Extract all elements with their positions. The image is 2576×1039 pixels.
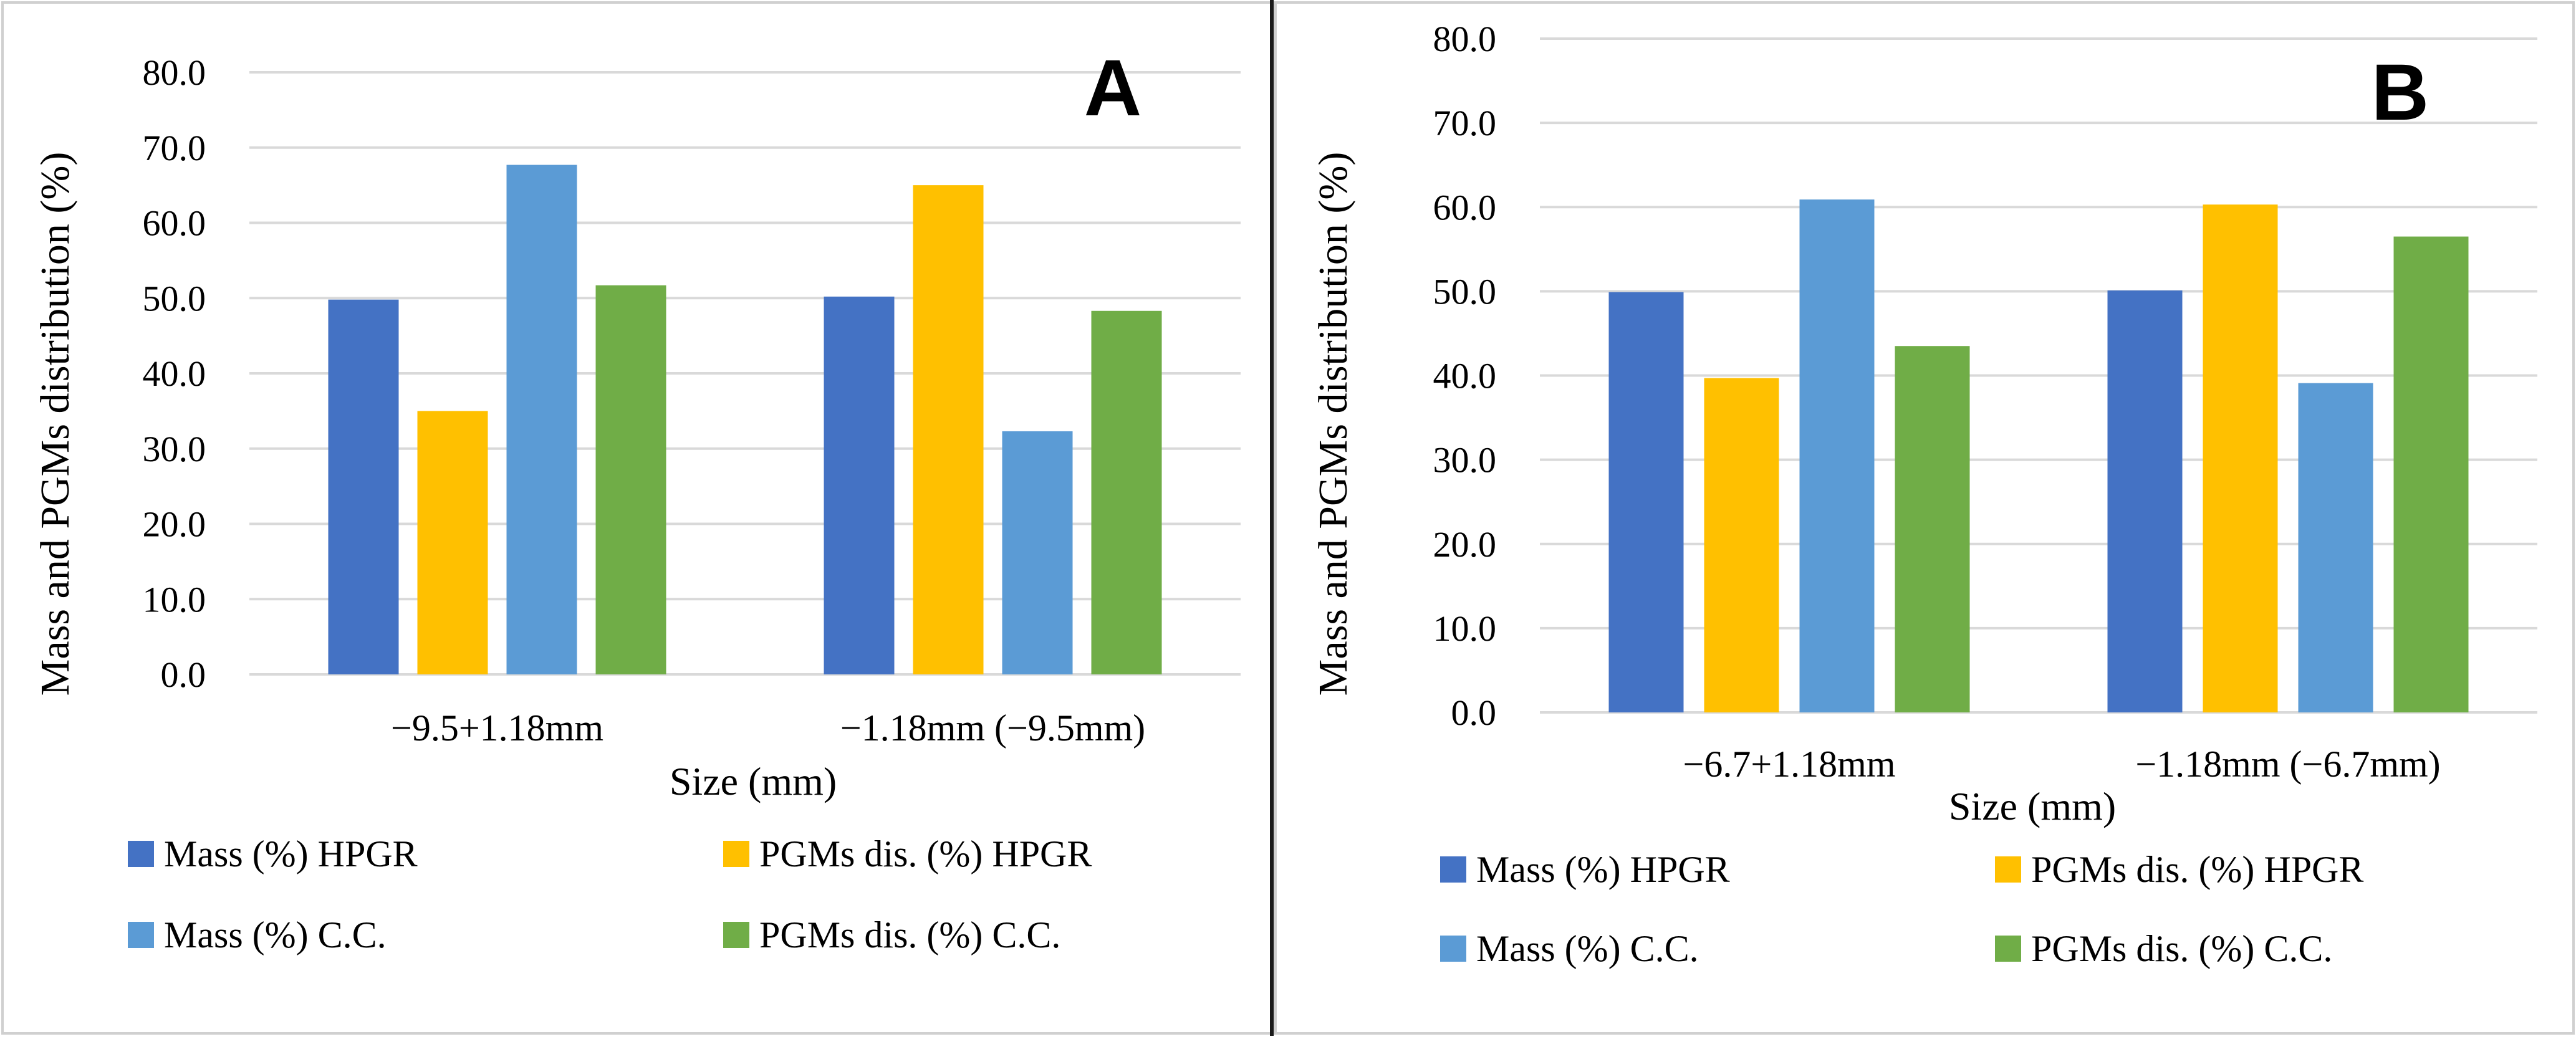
legend-swatch (1995, 856, 2021, 883)
y-tick-label: 80.0 (1433, 19, 1497, 59)
y-tick-label: 60.0 (1433, 187, 1497, 227)
chart-panel-a: 0.0 10.0 20.0 30.0 40.0 50.0 60.0 70.0 80.0 −9.5+… (32, 44, 1241, 955)
chart-panel-b: 0.0 10.0 20.0 30.0 40.0 50.0 60.0 70.0 80.0 −6.7+… (1310, 19, 2537, 969)
legend-label: Mass (%) C.C. (1476, 928, 1699, 969)
bar (2203, 204, 2278, 712)
legend-swatch (1440, 856, 1466, 883)
y-tick-label: 0.0 (1451, 692, 1497, 733)
y-tick-label: 0.0 (161, 654, 206, 695)
bar (506, 165, 577, 675)
bar (1608, 292, 1684, 712)
y-tick-label: 50.0 (143, 278, 206, 318)
y-tick-label: 20.0 (143, 504, 206, 545)
y-tick-label: 30.0 (143, 429, 206, 469)
bar (913, 185, 984, 674)
y-tick-label: 80.0 (143, 52, 206, 93)
y-tick-label: 70.0 (1433, 103, 1497, 143)
y-tick-label: 20.0 (1433, 524, 1497, 565)
legend-label: PGMs dis. (%) HPGR (2031, 849, 2363, 890)
y-tick-label: 50.0 (1433, 271, 1497, 312)
legend-label: Mass (%) C.C. (164, 914, 387, 955)
panel-label: A (1084, 44, 1141, 133)
bar (1895, 346, 1970, 712)
bar (1704, 378, 1779, 712)
bar (2107, 290, 2183, 712)
y-tick-label: 70.0 (143, 128, 206, 168)
legend-swatch (723, 922, 749, 948)
legend-swatch (128, 841, 154, 867)
y-axis-title: Mass and PGMs distribution (%) (32, 152, 78, 696)
y-tick-label: 60.0 (143, 203, 206, 244)
bar (1091, 310, 1162, 675)
bar (1799, 199, 1875, 712)
bar (2298, 383, 2373, 712)
y-tick-label: 40.0 (1433, 356, 1497, 396)
y-tick-label: 40.0 (143, 353, 206, 394)
legend-swatch (723, 841, 749, 867)
x-tick-label: −9.5+1.18mm (391, 707, 603, 749)
bar (1002, 431, 1073, 674)
legend-label: PGMs dis. (%) HPGR (759, 833, 1092, 874)
y-tick-label: 10.0 (143, 579, 206, 620)
x-axis-title: Size (mm) (670, 759, 837, 803)
bar (417, 411, 488, 674)
y-axis-title: Mass and PGMs distribution (%) (1310, 152, 1356, 696)
legend-label: PGMs dis. (%) C.C. (2031, 928, 2332, 969)
legend-swatch (1440, 936, 1466, 962)
legend-label: PGMs dis. (%) C.C. (759, 914, 1060, 955)
x-tick-label: −1.18mm (−6.7mm) (2135, 744, 2440, 785)
y-tick-label: 10.0 (1433, 608, 1497, 649)
bar (824, 296, 895, 675)
x-axis-title: Size (mm) (1949, 784, 2116, 828)
x-tick-label: −6.7+1.18mm (1683, 744, 1895, 785)
legend-swatch (1995, 936, 2021, 962)
legend-label: Mass (%) HPGR (164, 833, 418, 874)
bar (328, 299, 399, 674)
legend-label: Mass (%) HPGR (1476, 849, 1730, 890)
legend-swatch (128, 922, 154, 948)
panel-label: B (2372, 48, 2429, 137)
x-tick-label: −1.18mm (−9.5mm) (840, 707, 1145, 749)
bar (2393, 236, 2469, 712)
bar (595, 285, 666, 674)
y-tick-label: 30.0 (1433, 440, 1497, 481)
